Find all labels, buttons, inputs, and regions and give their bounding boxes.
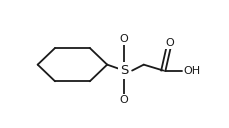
Text: S: S <box>119 64 128 77</box>
Text: O: O <box>164 38 173 48</box>
Text: OH: OH <box>183 66 200 76</box>
Text: O: O <box>119 95 128 105</box>
Text: O: O <box>119 34 128 44</box>
